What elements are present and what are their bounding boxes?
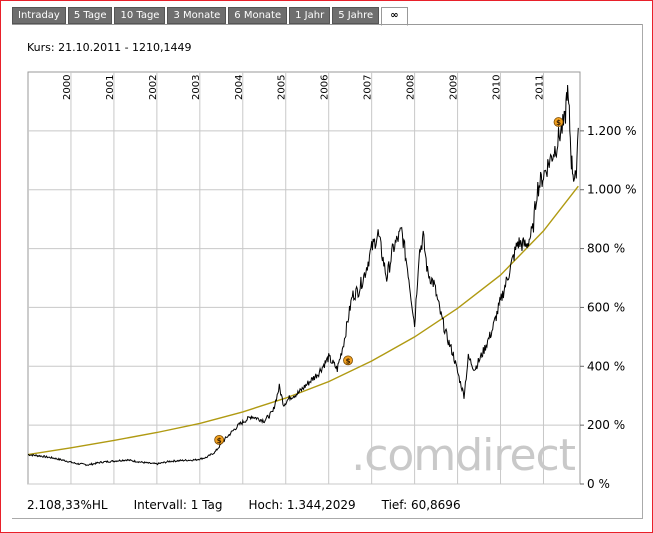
panel-border-bottom [12,518,643,519]
tab-1-jahr[interactable]: 1 Jahr [289,7,331,24]
x-tick-label: 2006 [320,75,331,100]
tab-divider [12,24,643,25]
x-tick-label: 2004 [234,75,245,100]
time-range-tabs: Intraday 5 Tage 10 Tage 3 Monate 6 Monate 1 J… [12,7,408,26]
tab-intraday[interactable]: Intraday [12,7,66,24]
x-tick-label: 2011 [534,75,545,100]
x-tick-label: 2003 [191,75,202,100]
tab-5-tage[interactable]: 5 Tage [67,7,113,24]
x-tick-label: 2002 [148,75,159,100]
performance-value: 2.108,33%HL [27,498,108,512]
y-tick-label: 1.000 % [587,183,637,197]
x-tick-label: 2007 [363,75,374,100]
tab-10-tage[interactable]: 10 Tage [114,7,166,24]
x-tick-label: 2001 [105,75,116,100]
chart-footer: 2.108,33%HL Intervall: 1 Tag Hoch: 1.344… [27,498,461,512]
tab-6-monate[interactable]: 6 Monate [228,7,288,24]
comdirect-watermark: .comdirect [351,430,575,481]
y-tick-label: 400 % [587,359,625,373]
y-tick-label: 0 % [587,477,610,491]
y-tick-label: 1.200 % [587,124,637,138]
dividend-marker [553,117,564,127]
x-tick-label: 2005 [277,75,288,100]
dividend-marker-label: $ [217,437,222,445]
x-tick-label: 2010 [492,75,503,100]
price-line [27,84,579,467]
tab-3-monate[interactable]: 3 Monate [167,7,227,24]
low-value: Tief: 60,8696 [381,498,461,512]
y-tick-label: 200 % [587,418,625,432]
interval-value: Intervall: 1 Tag [133,498,223,512]
trend-line [27,185,579,456]
x-tick-label: 2008 [406,75,417,100]
price-label: Kurs: 21.10.2011 - 1210,1449 [27,41,192,54]
x-tick-label: 2009 [449,75,460,100]
y-tick-label: 800 % [587,242,625,256]
tab-5-jahre[interactable]: 5 Jahre [332,7,380,24]
dividend-marker-label: $ [556,119,561,127]
dividend-marker [214,434,225,445]
y-tick-label: 600 % [587,300,625,314]
high-value: Hoch: 1.344,2029 [248,498,356,512]
x-tick-label: 2000 [62,75,73,100]
tab-max[interactable]: ∞ [381,7,408,26]
dividend-marker-label: $ [346,357,351,365]
panel-border-right [642,24,643,519]
dividend-marker [343,355,353,366]
